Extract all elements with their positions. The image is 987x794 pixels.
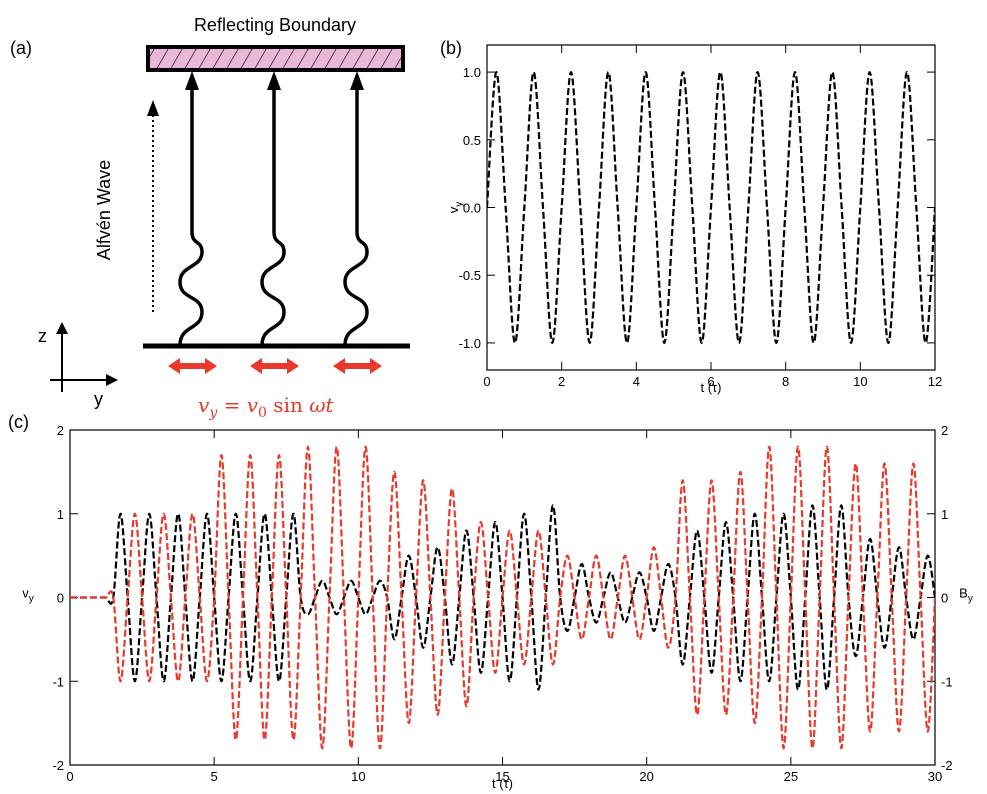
y-tick-label: 0.5 — [463, 133, 481, 148]
eq-part: 0 — [258, 405, 267, 421]
eq-part: y — [208, 405, 218, 421]
eq-part: v — [198, 393, 210, 417]
x-tick-label: 8 — [782, 374, 789, 389]
panel-label: (c) — [8, 412, 29, 432]
x-tick-label: 0 — [66, 769, 73, 784]
field-lines — [178, 84, 369, 346]
y-tick-label: 0 — [57, 591, 64, 606]
y-axis-label: vy — [22, 586, 34, 605]
y-tick-label: 1 — [941, 507, 948, 522]
series-line — [70, 504, 935, 691]
plot-area — [487, 70, 935, 345]
x-tick-label: 15 — [495, 769, 509, 784]
series-line — [487, 70, 935, 345]
y-axis-label: vy — [446, 202, 465, 214]
label-sub: y — [968, 594, 973, 605]
z-arrowhead — [56, 322, 68, 334]
y-tick-label: 1.0 — [463, 65, 481, 80]
axis-label: y — [94, 389, 103, 409]
boundary-label: Reflecting Boundary — [194, 15, 356, 35]
eq-part: v — [247, 393, 259, 417]
label-main: B — [959, 586, 968, 601]
wave-label: Alfvén Wave — [94, 160, 114, 260]
y-tick-label: -2 — [941, 758, 953, 773]
panel-label: (b) — [440, 38, 462, 58]
arrowheads — [185, 71, 364, 90]
x-tick-label: 20 — [639, 769, 653, 784]
x-tick-label: 10 — [351, 769, 365, 784]
label-main: v — [22, 586, 29, 601]
label-sub: y — [454, 202, 465, 207]
y-tick-label: -1 — [941, 674, 953, 689]
x-tick-label: 4 — [633, 374, 640, 389]
y-tick-label: 1 — [57, 507, 64, 522]
x-tick-label: 10 — [853, 374, 867, 389]
coordinate-axes — [50, 330, 112, 392]
y-tick-label: -1 — [52, 674, 64, 689]
x-tick-label: 30 — [928, 769, 942, 784]
x-tick-label: 5 — [211, 769, 218, 784]
eq-part: sin — [267, 393, 309, 417]
y-tick-label: -1.0 — [459, 336, 481, 351]
y-tick-label: 2 — [57, 423, 64, 438]
y-tick-label: 0 — [941, 591, 948, 606]
chart: 0 2 4 6 8 10 12 -1.0 -0.5 0.0 0.5 1.0 t (τ) vy — [446, 44, 942, 395]
x-axis-label: t (τ) — [700, 380, 721, 395]
equation: vy = v0 sin ωt — [198, 393, 335, 421]
y-tick-label: -0.5 — [459, 268, 481, 283]
axis-label: z — [38, 326, 47, 346]
y-arrowhead — [106, 374, 118, 386]
x-tick-label: 25 — [784, 769, 798, 784]
label-main: v — [446, 206, 461, 213]
reflecting-boundary — [146, 45, 405, 72]
y-axis-label: By — [959, 586, 973, 605]
plot-area — [70, 445, 935, 750]
eq-part: = — [217, 393, 246, 417]
x-axis-label: t (τ) — [492, 776, 513, 791]
x-tick-label: 12 — [928, 374, 942, 389]
x-tick-label: 6 — [707, 374, 714, 389]
label-sub: y — [29, 594, 34, 605]
eq-part: ωt — [309, 393, 334, 417]
panel-a: (a) Reflecting Boundary Alfvén Wave z y … — [10, 15, 410, 421]
x-tick-label: 2 — [558, 374, 565, 389]
wave-arrowhead — [147, 100, 159, 116]
x-tick-label: 0 — [483, 374, 490, 389]
driver-arrows — [168, 358, 382, 374]
series-line — [70, 445, 935, 750]
y-tick-label: -2 — [52, 758, 64, 773]
y-tick-label: 0.0 — [463, 201, 481, 216]
y-tick-label: 2 — [941, 423, 948, 438]
panel-label: (a) — [10, 38, 32, 58]
